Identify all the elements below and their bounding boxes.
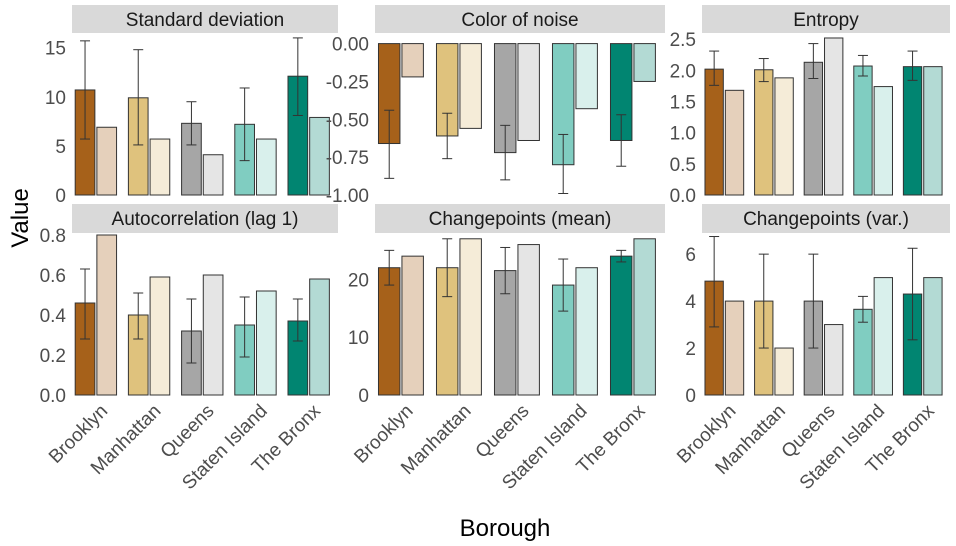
- panel-2: Color of noise -1.00 -0.75 -0.50 -0.25 0.00: [326, 5, 665, 207]
- y-tick-label: -1.00: [326, 186, 369, 207]
- bar-observed: [853, 65, 873, 196]
- bar-reference: [575, 43, 598, 110]
- panel-title: Standard deviation: [126, 10, 284, 31]
- y-tick-label: 10: [45, 88, 66, 109]
- bar-reference: [774, 347, 794, 396]
- y-tick-label: 2.0: [670, 61, 696, 82]
- y-tick-label: 0.0: [40, 386, 66, 407]
- panel-strip: [702, 204, 950, 233]
- bar-reference: [401, 43, 424, 78]
- panel-4: Autocorrelation (lag 1)0.00.20.40.60.8Br…: [40, 204, 338, 494]
- y-tick-label: 0.2: [40, 346, 66, 367]
- panel-strip: [72, 204, 338, 233]
- y-tick-label: -0.25: [326, 72, 369, 93]
- bar-reference: [824, 37, 844, 196]
- bar-reference: [774, 77, 794, 196]
- bar-reference: [873, 277, 893, 396]
- bar-reference: [633, 43, 656, 82]
- y-tick-label: 0: [55, 186, 66, 207]
- bar-reference: [309, 116, 330, 196]
- panel-title: Entropy: [793, 10, 859, 31]
- bar-reference: [575, 267, 598, 396]
- bar-reference: [255, 290, 277, 396]
- bar-observed: [609, 255, 633, 396]
- y-tick-label: 5: [55, 137, 66, 158]
- bar-reference: [459, 43, 482, 129]
- bar-observed: [902, 66, 923, 196]
- panel-strip: [375, 5, 665, 33]
- bar-observed: [803, 61, 824, 196]
- y-tick-label: 0.8: [40, 226, 66, 247]
- y-tick-label: 0: [685, 386, 696, 407]
- panel-1: Standard deviation 0 5 10 15: [45, 5, 338, 207]
- bar-reference: [255, 138, 277, 196]
- y-tick-label: 0.00: [332, 35, 369, 56]
- y-tick-label: 20: [348, 270, 369, 291]
- bar-reference: [96, 234, 118, 396]
- bar-reference: [202, 154, 224, 196]
- y-tick-label: 0: [358, 386, 369, 407]
- panel-strip: [72, 5, 338, 33]
- bar-reference: [459, 238, 482, 396]
- bar-reference: [923, 66, 943, 196]
- bar-observed: [377, 267, 401, 396]
- bar-reference: [517, 43, 540, 141]
- y-tick-label: 4: [685, 292, 696, 313]
- bar-reference: [96, 126, 118, 196]
- y-tick-label: 15: [45, 39, 66, 60]
- bar-reference: [724, 300, 745, 396]
- y-axis-title: Value: [7, 188, 34, 248]
- y-tick-label: 0.4: [40, 306, 67, 327]
- bar-reference: [149, 138, 171, 196]
- panel-3: Entropy 0.0 0.5 1.0 1.5 2.0 2.5: [670, 5, 950, 207]
- bar-reference: [633, 238, 656, 396]
- x-axis-title: Borough: [460, 515, 551, 542]
- bar-reference: [873, 86, 893, 196]
- y-tick-label: -0.75: [326, 148, 369, 169]
- y-tick-label: 1.5: [670, 93, 696, 114]
- bar-reference: [517, 244, 540, 396]
- panel-6: Changepoints (var.)0246BrooklynManhattan…: [673, 204, 950, 494]
- y-tick-label: 6: [685, 245, 696, 266]
- y-tick-label: 1.0: [670, 124, 696, 145]
- y-tick-label: 0.5: [670, 155, 696, 176]
- panel-title: Autocorrelation (lag 1): [112, 209, 299, 230]
- panel-title: Changepoints (mean): [429, 209, 612, 230]
- panel-strip: [375, 204, 665, 233]
- y-tick-label: 0.0: [670, 186, 696, 207]
- bar-reference: [724, 89, 745, 196]
- bar-reference: [401, 255, 424, 396]
- panel-strip: [702, 5, 950, 33]
- y-tick-label: 10: [348, 328, 369, 349]
- bar-reference: [923, 277, 943, 396]
- bar-reference: [824, 324, 844, 396]
- bar-observed: [704, 68, 724, 196]
- bar-reference: [202, 274, 224, 396]
- bar-reference: [149, 276, 171, 396]
- y-tick-label: 2: [685, 339, 696, 360]
- panel-title: Changepoints (var.): [743, 209, 909, 230]
- bar-observed: [754, 69, 774, 196]
- bar-reference: [309, 278, 330, 396]
- y-tick-label: 2.5: [670, 30, 696, 51]
- panel-5: Changepoints (mean)01020BrooklynManhatta…: [348, 204, 665, 494]
- y-tick-label: 0.6: [40, 266, 66, 287]
- y-tick-label: -0.50: [326, 110, 369, 131]
- panel-title: Color of noise: [461, 10, 578, 31]
